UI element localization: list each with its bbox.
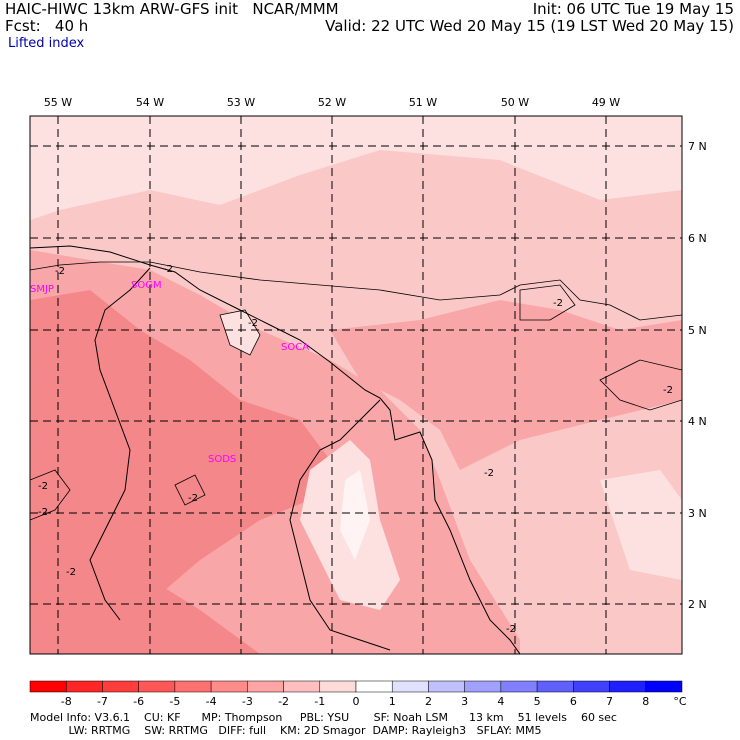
colorbar-box [573,680,610,693]
colorbar-tick-label: 2 [424,695,432,708]
border-suriname [89,267,151,621]
colorbar-tick-label: -2 [278,695,290,708]
pale-region-southeast [600,470,682,580]
pale-region-north [30,116,682,220]
colorbar-tick-label: 5 [533,695,541,708]
contour-label: -2 [38,507,48,518]
colorbar-tick-label: -6 [133,695,145,708]
lat-label: 5 N [688,324,707,337]
lat-label: 2 N [688,598,707,611]
colorbar-tick-label: 4 [497,695,505,708]
map-frame [29,115,683,655]
valid-time: Valid: 22 UTC Wed 20 May 15 (19 LST Wed … [325,17,734,35]
colorbar-box [65,680,103,693]
colorbar-tick-label: 7 [606,695,614,708]
mid-region-east [330,300,682,470]
colorbar-box [464,680,502,693]
colorbar-box [210,680,248,693]
colorbar-tick-label: -8 [60,695,72,708]
colorbar [29,680,683,693]
coastline [30,245,521,654]
contour-minus2-small [174,474,206,506]
colorbar-box [102,680,139,693]
init-time: Init: 06 UTC Tue 19 May 15 [532,0,734,18]
lon-label: 52 W [318,96,346,109]
colorbar-box [609,680,647,693]
lon-label: 53 W [227,96,255,109]
lon-label: 51 W [409,96,437,109]
forecast-hour: Fcst: 40 h [5,17,89,35]
border-french-guiana [289,399,391,651]
lat-label: 7 N [688,140,707,153]
lon-label: 50 W [501,96,529,109]
lon-label: 49 W [592,96,620,109]
colorbar-tick-label: 8 [642,695,650,708]
contour-label: -2 [248,318,258,329]
station-label: SMJP [30,284,54,295]
contour-label: -2 [506,624,516,635]
colorbar-tick-label: -5 [169,695,181,708]
station-label: SOGM [131,280,162,291]
lifted-index-field [30,116,682,654]
colorbar-box [174,680,212,693]
station-label: SODS [208,454,236,465]
contour-label: -2 [188,493,198,504]
contour-label: -2 [55,266,65,277]
lat-label: 4 N [688,415,707,428]
lon-label: 54 W [136,96,164,109]
lon-label: 55 W [44,96,72,109]
colorbar-box [138,680,176,693]
colorbar-box [355,680,393,693]
contour-label: -2 [163,264,173,275]
colorbar-box [500,680,538,693]
colorbar-box [391,680,429,693]
contour-label: -2 [663,385,673,396]
deep-region-west [30,290,330,640]
contour-label: -2 [553,298,563,309]
colorbar-tick-label: 3 [461,695,469,708]
colorbar-tick-label: -7 [96,695,108,708]
model-info-line1: Model Info: V3.6.1 CU: KF MP: Thompson P… [30,711,617,724]
colorbar-box [645,680,683,693]
white-region-interior [340,470,370,560]
colorbar-box [283,680,321,693]
model-info-line2: LW: RRTMG SW: RRTMG DIFF: full KM: 2D Sm… [30,724,542,737]
station-label: SOCA [281,342,309,353]
field-name: Lifted index [8,36,85,51]
colorbar-tick-label: 1 [388,695,396,708]
lat-label: 6 N [688,232,707,245]
colorbar-box [29,680,67,693]
header-title: HAIC-HIWC 13km ARW-GFS init NCAR/MMM [5,0,339,18]
contour-minus2-east [519,284,576,321]
colorbar-tick-label: 0 [352,695,360,708]
colorbar-tick-label: -3 [241,695,253,708]
contour-label: -2 [484,468,494,479]
colorbar-tick-label: -4 [205,695,217,708]
colorbar-unit: °C [673,695,687,708]
contour-minus2-patch [219,309,261,356]
colorbar-tick-label: 6 [569,695,577,708]
colorbar-box [319,680,357,693]
graticule [30,116,682,654]
contour-minus2-far-east [599,359,682,411]
colorbar-box [428,680,465,693]
contour-label: -2 [66,567,76,578]
contour-minus2-north [30,261,682,321]
deep-region-south [30,540,260,654]
colorbar-box [247,680,284,693]
contour-label: -2 [38,481,48,492]
colorbar-box [536,680,574,693]
colorbar-tick-label: -1 [314,695,326,708]
lat-label: 3 N [688,507,707,520]
